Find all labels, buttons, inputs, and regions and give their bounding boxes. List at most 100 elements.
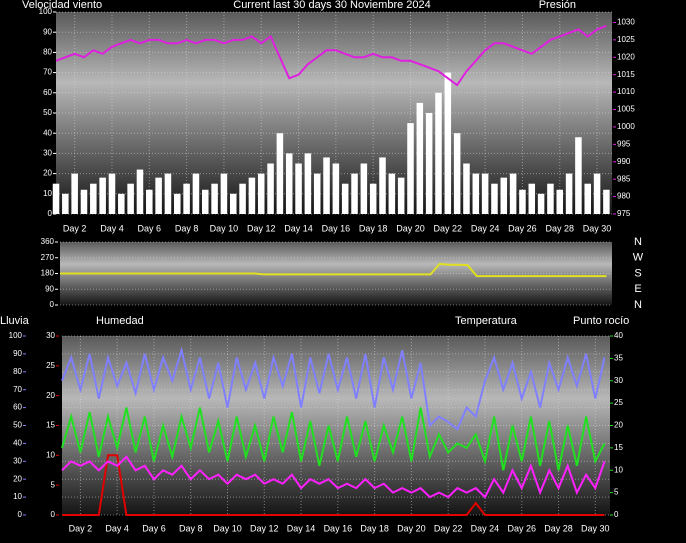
y-tick-label: 100 [39, 7, 53, 16]
x-tick-label: Day 30 [583, 223, 612, 233]
y-tick-label: 1030 [617, 18, 635, 27]
y-tick-label: 50 [43, 108, 52, 117]
bar [584, 183, 592, 214]
y-tick-label: 15 [614, 443, 623, 452]
y-tick-label: 60 [43, 88, 52, 97]
y-tick-label: 30 [13, 456, 22, 465]
y-tick-label: 10 [13, 492, 22, 501]
y-tick-label: 90 [45, 284, 54, 293]
bar [323, 157, 330, 214]
bar [285, 153, 293, 214]
x-tick-label: Day 6 [142, 523, 166, 533]
compass-label: W [633, 252, 644, 264]
y-tick-label: 0 [18, 510, 23, 519]
y-tick-label: 1010 [617, 87, 635, 96]
y-tick-label: 0 [614, 510, 619, 519]
x-tick-label: Day 2 [69, 523, 93, 533]
bar [528, 183, 536, 214]
legend-label: Presión [539, 0, 576, 11]
x-tick-label: Day 28 [545, 223, 574, 233]
bar [146, 189, 153, 214]
x-tick-label: Day 16 [324, 523, 353, 533]
bar [192, 173, 200, 214]
x-tick-label: Day 14 [287, 523, 316, 533]
legend-label: Lluvia [0, 315, 30, 327]
y-tick-label: 20 [46, 391, 55, 400]
y-tick-label: 90 [43, 27, 52, 36]
y-tick-label: 40 [43, 128, 52, 137]
y-tick-label: 30 [46, 331, 55, 340]
bar [211, 183, 218, 214]
y-tick-label: 30 [43, 149, 52, 158]
bar [174, 193, 181, 214]
x-tick-label: Day 2 [63, 223, 87, 233]
bar [481, 173, 489, 214]
bar [341, 183, 349, 214]
bar [239, 183, 246, 214]
bar [90, 183, 97, 214]
bar [416, 102, 424, 214]
bar [229, 193, 237, 214]
bar [155, 177, 162, 214]
bar [304, 153, 312, 214]
y-tick-label: 10 [46, 450, 55, 459]
y-tick-label: 70 [43, 68, 52, 77]
x-tick-label: Day 6 [138, 223, 162, 233]
bar [276, 133, 284, 214]
bar [425, 113, 433, 214]
x-tick-label: Day 12 [250, 523, 279, 533]
y-tick-label: 80 [13, 367, 22, 376]
y-tick-label: 10 [43, 189, 52, 198]
bar [52, 183, 60, 214]
y-tick-label: 180 [41, 269, 55, 278]
bar [164, 173, 172, 214]
legend-label: Velocidad viento [22, 0, 102, 11]
y-tick-label: 70 [13, 385, 22, 394]
x-tick-label: Day 4 [100, 223, 124, 233]
y-tick-label: 20 [13, 474, 22, 483]
y-tick-label: 80 [43, 48, 52, 57]
x-tick-label: Day 26 [507, 523, 536, 533]
bar [537, 193, 545, 214]
bar [444, 72, 452, 214]
bar [360, 163, 368, 214]
bar [453, 133, 461, 214]
y-tick-label: 25 [46, 361, 55, 370]
y-tick-label: 15 [46, 421, 55, 430]
compass-label: E [634, 283, 641, 295]
x-tick-label: Day 22 [434, 223, 463, 233]
x-tick-label: Day 12 [247, 223, 276, 233]
compass-label: N [634, 299, 642, 311]
bar [369, 183, 377, 214]
y-tick-label: 60 [13, 403, 22, 412]
bar [388, 173, 396, 214]
y-tick-label: 0 [48, 209, 53, 218]
x-tick-label: Day 18 [359, 223, 388, 233]
y-tick-label: 985 [617, 174, 631, 183]
bar [519, 189, 526, 214]
bar [62, 193, 69, 214]
bar [295, 163, 302, 214]
bar [565, 173, 573, 214]
series-line [62, 454, 605, 516]
bar [257, 173, 265, 214]
bar [435, 92, 442, 214]
bar [379, 157, 386, 214]
series-line [61, 346, 606, 431]
y-tick-label: 30 [614, 376, 623, 385]
legend-label: Temperatura [455, 315, 518, 327]
legend-label: Humedad [96, 315, 144, 327]
y-tick-label: 50 [13, 421, 22, 430]
bar [509, 173, 517, 214]
bar [127, 183, 134, 214]
chart-title: Current last 30 days 30 Noviembre 2024 [233, 0, 431, 11]
y-tick-label: 10 [614, 465, 623, 474]
y-tick-label: 25 [614, 398, 623, 407]
x-tick-label: Day 24 [471, 223, 500, 233]
x-tick-label: Day 28 [544, 523, 573, 533]
x-tick-label: Day 30 [581, 523, 610, 533]
bar [313, 173, 321, 214]
bar [71, 173, 78, 214]
bar [575, 137, 582, 214]
y-tick-label: 980 [617, 192, 631, 201]
